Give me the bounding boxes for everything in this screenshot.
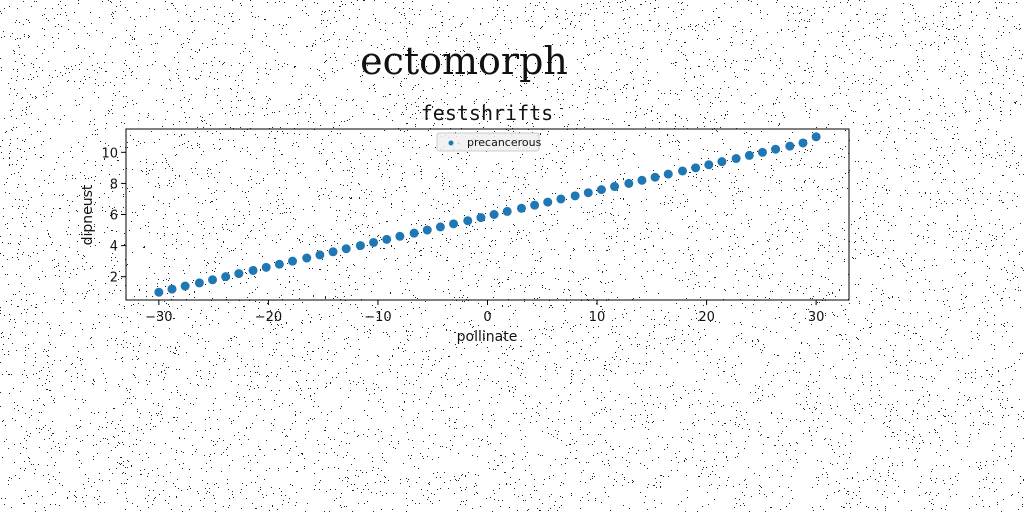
x-axis-ticks: −30 −20 −10 0 10 20 30 <box>145 300 824 325</box>
x-tick-label: 30 <box>808 310 825 325</box>
data-point <box>624 178 634 188</box>
data-point <box>382 234 392 244</box>
data-point <box>530 200 540 210</box>
legend: precancerous <box>436 132 542 152</box>
data-point <box>449 219 459 229</box>
data-point <box>409 228 419 238</box>
data-point <box>691 163 701 173</box>
data-point <box>704 160 714 170</box>
data-point <box>341 244 351 254</box>
legend-marker <box>448 140 454 146</box>
legend-box <box>436 132 540 152</box>
data-point <box>811 132 821 142</box>
data-point <box>302 253 312 263</box>
x-tick-label: 20 <box>698 310 715 325</box>
y-tick-label: 6 <box>110 209 118 224</box>
x-tick-label: −30 <box>145 310 172 325</box>
data-point <box>610 182 620 192</box>
data-point <box>355 241 365 251</box>
data-point <box>315 250 325 260</box>
x-tick-label: 0 <box>483 310 491 325</box>
data-point <box>570 191 580 201</box>
data-point <box>516 203 526 213</box>
data-point <box>167 284 177 294</box>
x-tick-label: 10 <box>589 310 606 325</box>
y-tick-label: 2 <box>110 271 118 286</box>
y-axis-ticks: 2 4 6 8 10 <box>101 146 126 286</box>
x-axis-label: pollinate <box>457 329 518 345</box>
data-point <box>180 281 190 291</box>
data-point <box>650 172 660 182</box>
data-point <box>208 275 218 285</box>
data-point <box>288 256 298 266</box>
data-point <box>395 231 405 241</box>
data-point <box>422 225 432 235</box>
data-point <box>556 194 566 204</box>
data-point <box>798 138 808 148</box>
scatter-series <box>154 132 821 297</box>
y-axis-label: dipneust <box>80 184 96 245</box>
data-point <box>221 272 231 282</box>
y-tick-label: 4 <box>110 240 118 255</box>
data-point <box>463 216 473 226</box>
data-point <box>154 287 164 297</box>
data-point <box>583 188 593 198</box>
data-point <box>502 206 512 216</box>
data-point <box>274 259 284 269</box>
data-point <box>771 144 781 154</box>
data-point <box>476 213 486 223</box>
y-tick-label: 8 <box>110 177 118 192</box>
figure-suptitle: ectomorph <box>360 39 568 83</box>
data-point <box>234 269 244 279</box>
data-point <box>757 147 767 157</box>
data-point <box>261 262 271 272</box>
x-tick-label: −20 <box>255 310 282 325</box>
data-point <box>369 237 379 247</box>
chart-title: festshrifts <box>421 101 553 125</box>
data-point <box>194 278 204 288</box>
legend-label: precancerous <box>467 136 542 149</box>
data-point <box>677 166 687 176</box>
data-point <box>543 197 553 207</box>
data-point <box>744 150 754 160</box>
data-point <box>637 175 647 185</box>
data-point <box>596 185 606 195</box>
data-point <box>731 154 741 164</box>
data-point <box>489 210 499 219</box>
data-point <box>328 247 338 257</box>
data-point <box>435 222 445 232</box>
y-tick-label: 10 <box>101 146 118 161</box>
x-tick-label: −10 <box>364 310 391 325</box>
data-point <box>248 265 258 275</box>
data-point <box>717 157 727 167</box>
data-point <box>785 141 795 151</box>
data-point <box>663 169 673 179</box>
